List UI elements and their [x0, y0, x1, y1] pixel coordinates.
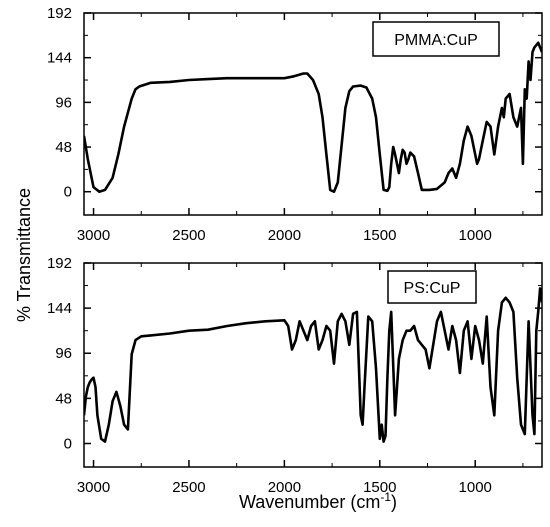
y-tick-label: 144: [47, 50, 72, 67]
y-tick-label: 192: [47, 255, 72, 272]
y-tick-label: 48: [55, 390, 72, 407]
y-tick-label: 96: [55, 345, 72, 362]
x-tick-label: 2000: [268, 227, 301, 244]
y-tick-label: 0: [64, 435, 72, 452]
spectrum-line: [84, 287, 542, 443]
legend-label: PMMA:CuP: [394, 32, 478, 49]
y-tick-label: 0: [64, 184, 72, 201]
legend-label: PS:CuP: [404, 280, 461, 297]
chart-panel-ps: 0 48 96 144 192 3000 2500 2000 1500 1000 PS:CuP: [47, 255, 543, 496]
x-axis-title-superscript: -1: [380, 490, 391, 504]
y-tick-label: 48: [55, 139, 72, 156]
y-tick-label: 96: [55, 94, 72, 111]
plot-frame: [83, 262, 543, 468]
legend-box: [387, 270, 477, 304]
x-tick-label: 1000: [459, 227, 492, 244]
x-tick-label: 1500: [363, 479, 396, 496]
plot-frame: [83, 12, 543, 216]
x-tick-label: 2000: [268, 479, 301, 496]
x-axis-title-end: ): [391, 492, 397, 512]
y-axis-title: % Transmittance: [14, 188, 34, 322]
x-tick-label: 1000: [459, 479, 492, 496]
x-tick-label: 1500: [363, 227, 396, 244]
spectrum-line: [84, 41, 542, 193]
y-tick-label: 144: [47, 300, 72, 317]
chart-panel-pmma: 0 48 96 144 192 3000 2500 2000 1500 1000 PMMA:CuP: [47, 5, 543, 244]
x-tick-label: 2500: [172, 479, 205, 496]
x-tick-label: 2500: [172, 227, 205, 244]
x-axis-title: Wavenumber (cm-1): [239, 490, 397, 512]
x-tick-label: 3000: [77, 479, 110, 496]
x-tick-label: 3000: [77, 227, 110, 244]
legend-box: [372, 21, 500, 57]
y-tick-label: 192: [47, 5, 72, 22]
x-axis-title-main: Wavenumber (cm: [239, 492, 380, 512]
